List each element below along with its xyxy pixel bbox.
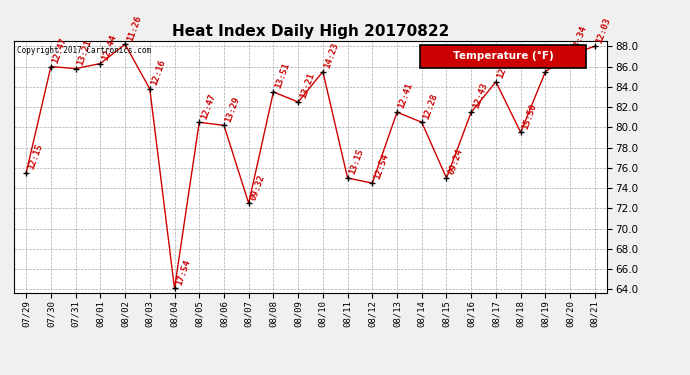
Text: 13:21: 13:21 [298, 72, 316, 100]
Text: 12:47: 12:47 [199, 92, 217, 120]
Title: Heat Index Daily High 20170822: Heat Index Daily High 20170822 [172, 24, 449, 39]
Text: 13:29: 13:29 [224, 95, 241, 123]
Text: 12:45: 12:45 [545, 41, 563, 70]
Text: 13:34: 13:34 [570, 24, 588, 52]
Text: 12:44: 12:44 [100, 33, 118, 62]
FancyBboxPatch shape [420, 45, 586, 68]
Text: Copyright 2017 Cartronics.com: Copyright 2017 Cartronics.com [17, 46, 151, 55]
Text: 12:26: 12:26 [496, 51, 513, 80]
Text: 12:54: 12:54 [373, 153, 390, 181]
Text: 12:15: 12:15 [26, 142, 43, 171]
Text: 17:54: 17:54 [175, 258, 192, 286]
Text: 13:15: 13:15 [348, 148, 365, 176]
Text: 12:43: 12:43 [471, 82, 489, 110]
Text: 09:24: 09:24 [446, 148, 464, 176]
Text: 12:28: 12:28 [422, 92, 440, 120]
Text: 13:51: 13:51 [273, 62, 291, 90]
Text: 12:47: 12:47 [51, 36, 68, 64]
Text: 15:50: 15:50 [521, 102, 538, 130]
Text: 09:32: 09:32 [248, 173, 266, 201]
Text: Temperature (°F): Temperature (°F) [453, 51, 554, 62]
Text: 12:03: 12:03 [595, 16, 613, 44]
Text: 12:41: 12:41 [397, 82, 415, 110]
Text: 12:16: 12:16 [150, 58, 168, 87]
Text: 13:21: 13:21 [76, 38, 93, 67]
Text: 14:23: 14:23 [323, 41, 340, 70]
Text: 11:26: 11:26 [125, 14, 143, 42]
